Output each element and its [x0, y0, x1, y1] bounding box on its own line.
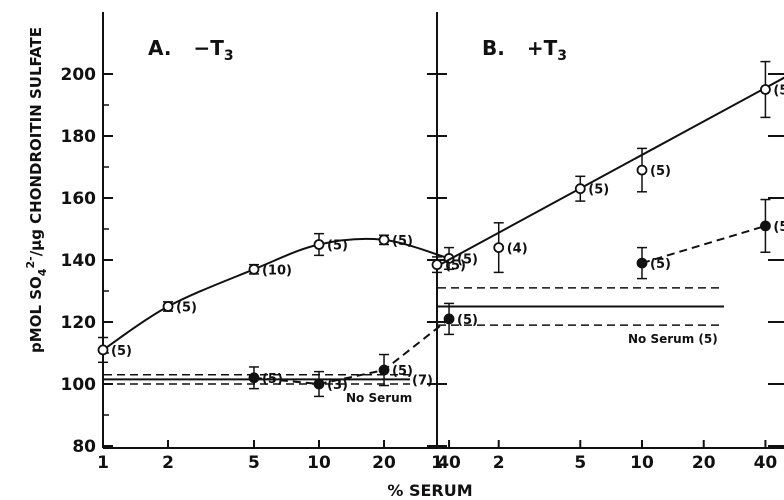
n-label: (10)	[262, 263, 292, 278]
data-point-filled	[378, 364, 390, 376]
n-label: (5)	[650, 164, 671, 179]
n-label: (5)	[650, 257, 671, 272]
y-tick-label: 120	[61, 313, 97, 333]
series-fit-line	[436, 76, 784, 268]
x-tick-label: 1	[97, 453, 109, 473]
y-tick-label: 180	[61, 127, 97, 147]
n-label: (5)	[392, 234, 413, 249]
panel-title: A. −T3	[148, 36, 234, 64]
series-line-open	[102, 237, 450, 351]
data-point-filled	[636, 257, 648, 269]
x-tick-label: 5	[248, 453, 260, 473]
x-tick-label: 2	[162, 453, 174, 473]
y-axis-title: pMOL SO42-/μg CHONDROITIN SULFATE	[24, 27, 49, 353]
x-tick-label: 40	[754, 453, 778, 473]
n-label: (5)	[773, 220, 784, 235]
n-label: (5)	[176, 301, 197, 316]
no-serum-n: (7)	[412, 373, 433, 388]
n-label: (5)	[262, 372, 283, 387]
no-serum-label: No Serum	[346, 391, 412, 405]
data-point-open	[493, 242, 505, 254]
panel-treatment-sub: 3	[224, 48, 234, 64]
data-point-open	[378, 234, 390, 246]
y-axis-title-main: pMOL SO	[27, 276, 45, 353]
x-tick-label: 10	[307, 453, 331, 473]
y-tick-label: 140	[61, 251, 97, 271]
chart-frame: 80 100 120 140 160 180 200	[61, 12, 784, 457]
n-label: (5)	[111, 344, 132, 359]
data-point-open	[97, 344, 109, 356]
panel-title: B. +T3	[482, 36, 567, 64]
y-tick-label: 160	[61, 189, 97, 209]
y-tick-label: 200	[61, 65, 97, 85]
panel-label: B.	[482, 36, 505, 60]
data-point-filled	[248, 372, 260, 384]
data-point-open	[636, 164, 648, 176]
y-axis-title-rest: /μg CHONDROITIN SULFATE	[27, 27, 45, 256]
n-label: (5)	[327, 239, 348, 254]
x-tick-label: 5	[574, 453, 586, 473]
y-tick-label: 80	[72, 437, 96, 457]
x-tick-label: 40	[437, 453, 461, 473]
panel-treatment-sub: 3	[557, 48, 567, 64]
no-serum-label: No Serum (5)	[628, 332, 718, 346]
n-label: (5)	[773, 84, 784, 99]
panel-treatment: +T	[527, 36, 558, 60]
data-point-open	[760, 84, 771, 95]
panel-treatment: −T	[193, 36, 224, 60]
n-label: (5)	[457, 252, 478, 267]
n-label: (5)	[588, 183, 609, 198]
n-label: (3)	[327, 378, 348, 393]
n-label: (4)	[507, 242, 528, 257]
x-tick-label: 20	[372, 453, 396, 473]
data-point-open	[162, 301, 174, 312]
n-label: (5)	[457, 313, 478, 328]
x-tick-label: 20	[692, 453, 716, 473]
data-point-open	[248, 263, 260, 275]
data-point-open	[431, 259, 443, 271]
series-line-dashed	[253, 318, 450, 386]
y-tick-label: 100	[61, 375, 97, 395]
x-axis-title: % SERUM	[387, 481, 472, 500]
data-point-filled	[443, 313, 455, 325]
x-tick-label: 1	[431, 453, 443, 473]
data-point-open	[313, 239, 325, 250]
n-label: (5)	[445, 259, 466, 274]
data-point-filled	[313, 378, 325, 390]
data-point-filled	[760, 220, 771, 232]
n-label: (5)	[392, 364, 413, 379]
series-line-dashed	[641, 224, 766, 265]
y-axis-title-sub: 4	[36, 268, 49, 276]
panel-label: A.	[148, 36, 171, 60]
x-tick-label: 10	[630, 453, 654, 473]
panel-a: 1 2 5 10 20 40A. −T3(7)No Serum(5)(5)(10)(5) (5…	[97, 36, 478, 473]
data-point-open	[574, 183, 586, 195]
y-axis-title-sup: 2-	[24, 256, 37, 268]
x-tick-label: 2	[493, 453, 505, 473]
